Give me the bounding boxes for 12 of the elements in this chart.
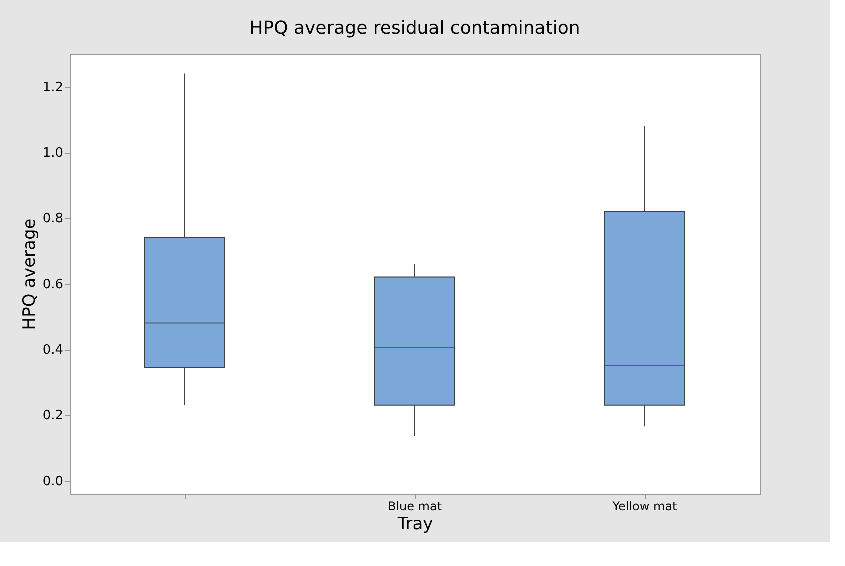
y-tick-label: 0.4 [42, 343, 64, 358]
y-tick-label: 0.6 [42, 277, 64, 292]
y-tick-label: 0.2 [42, 408, 64, 424]
x-axis-title: Tray [396, 514, 434, 534]
chart-title: HPQ average residual contamination [250, 18, 580, 39]
y-tick-label: 0.0 [42, 474, 64, 490]
x-tick-label: Blue mat [388, 500, 442, 514]
x-tick-label: Yellow mat [612, 500, 678, 514]
y-axis-title: HPQ average [20, 218, 40, 330]
y-tick-label: 1.2 [42, 80, 64, 96]
y-tick-label: 0.8 [42, 212, 64, 227]
y-tick-label: 1.0 [42, 146, 64, 162]
